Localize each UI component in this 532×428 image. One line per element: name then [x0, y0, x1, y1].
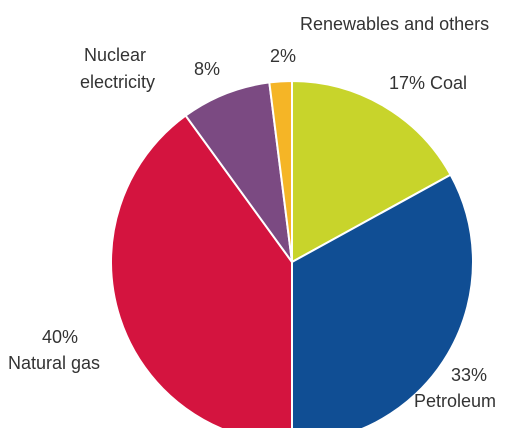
pie-slice-natural-gas [110, 114, 293, 428]
label-petroleum-value: 33% [451, 365, 487, 385]
pie-slice-renewables-and-others [268, 80, 293, 263]
pie-slice-petroleum [291, 173, 474, 428]
label-nuclear-value: 8% [194, 59, 220, 79]
pie-slice-nuclear-electricity [184, 81, 293, 263]
label-coal: 17% Coal [389, 73, 467, 93]
label-renewables-value: 2% [270, 46, 296, 66]
pie-slice-coal [291, 80, 452, 263]
label-gas-value: 40% [42, 327, 78, 347]
pie-slices [110, 80, 474, 428]
label-nuclear-line2: electricity [80, 72, 155, 92]
label-gas-name: Natural gas [8, 353, 100, 373]
label-nuclear-line1: Nuclear [84, 45, 146, 65]
label-renewables-name: Renewables and others [300, 14, 489, 34]
label-petroleum-name: Petroleum [414, 391, 496, 411]
